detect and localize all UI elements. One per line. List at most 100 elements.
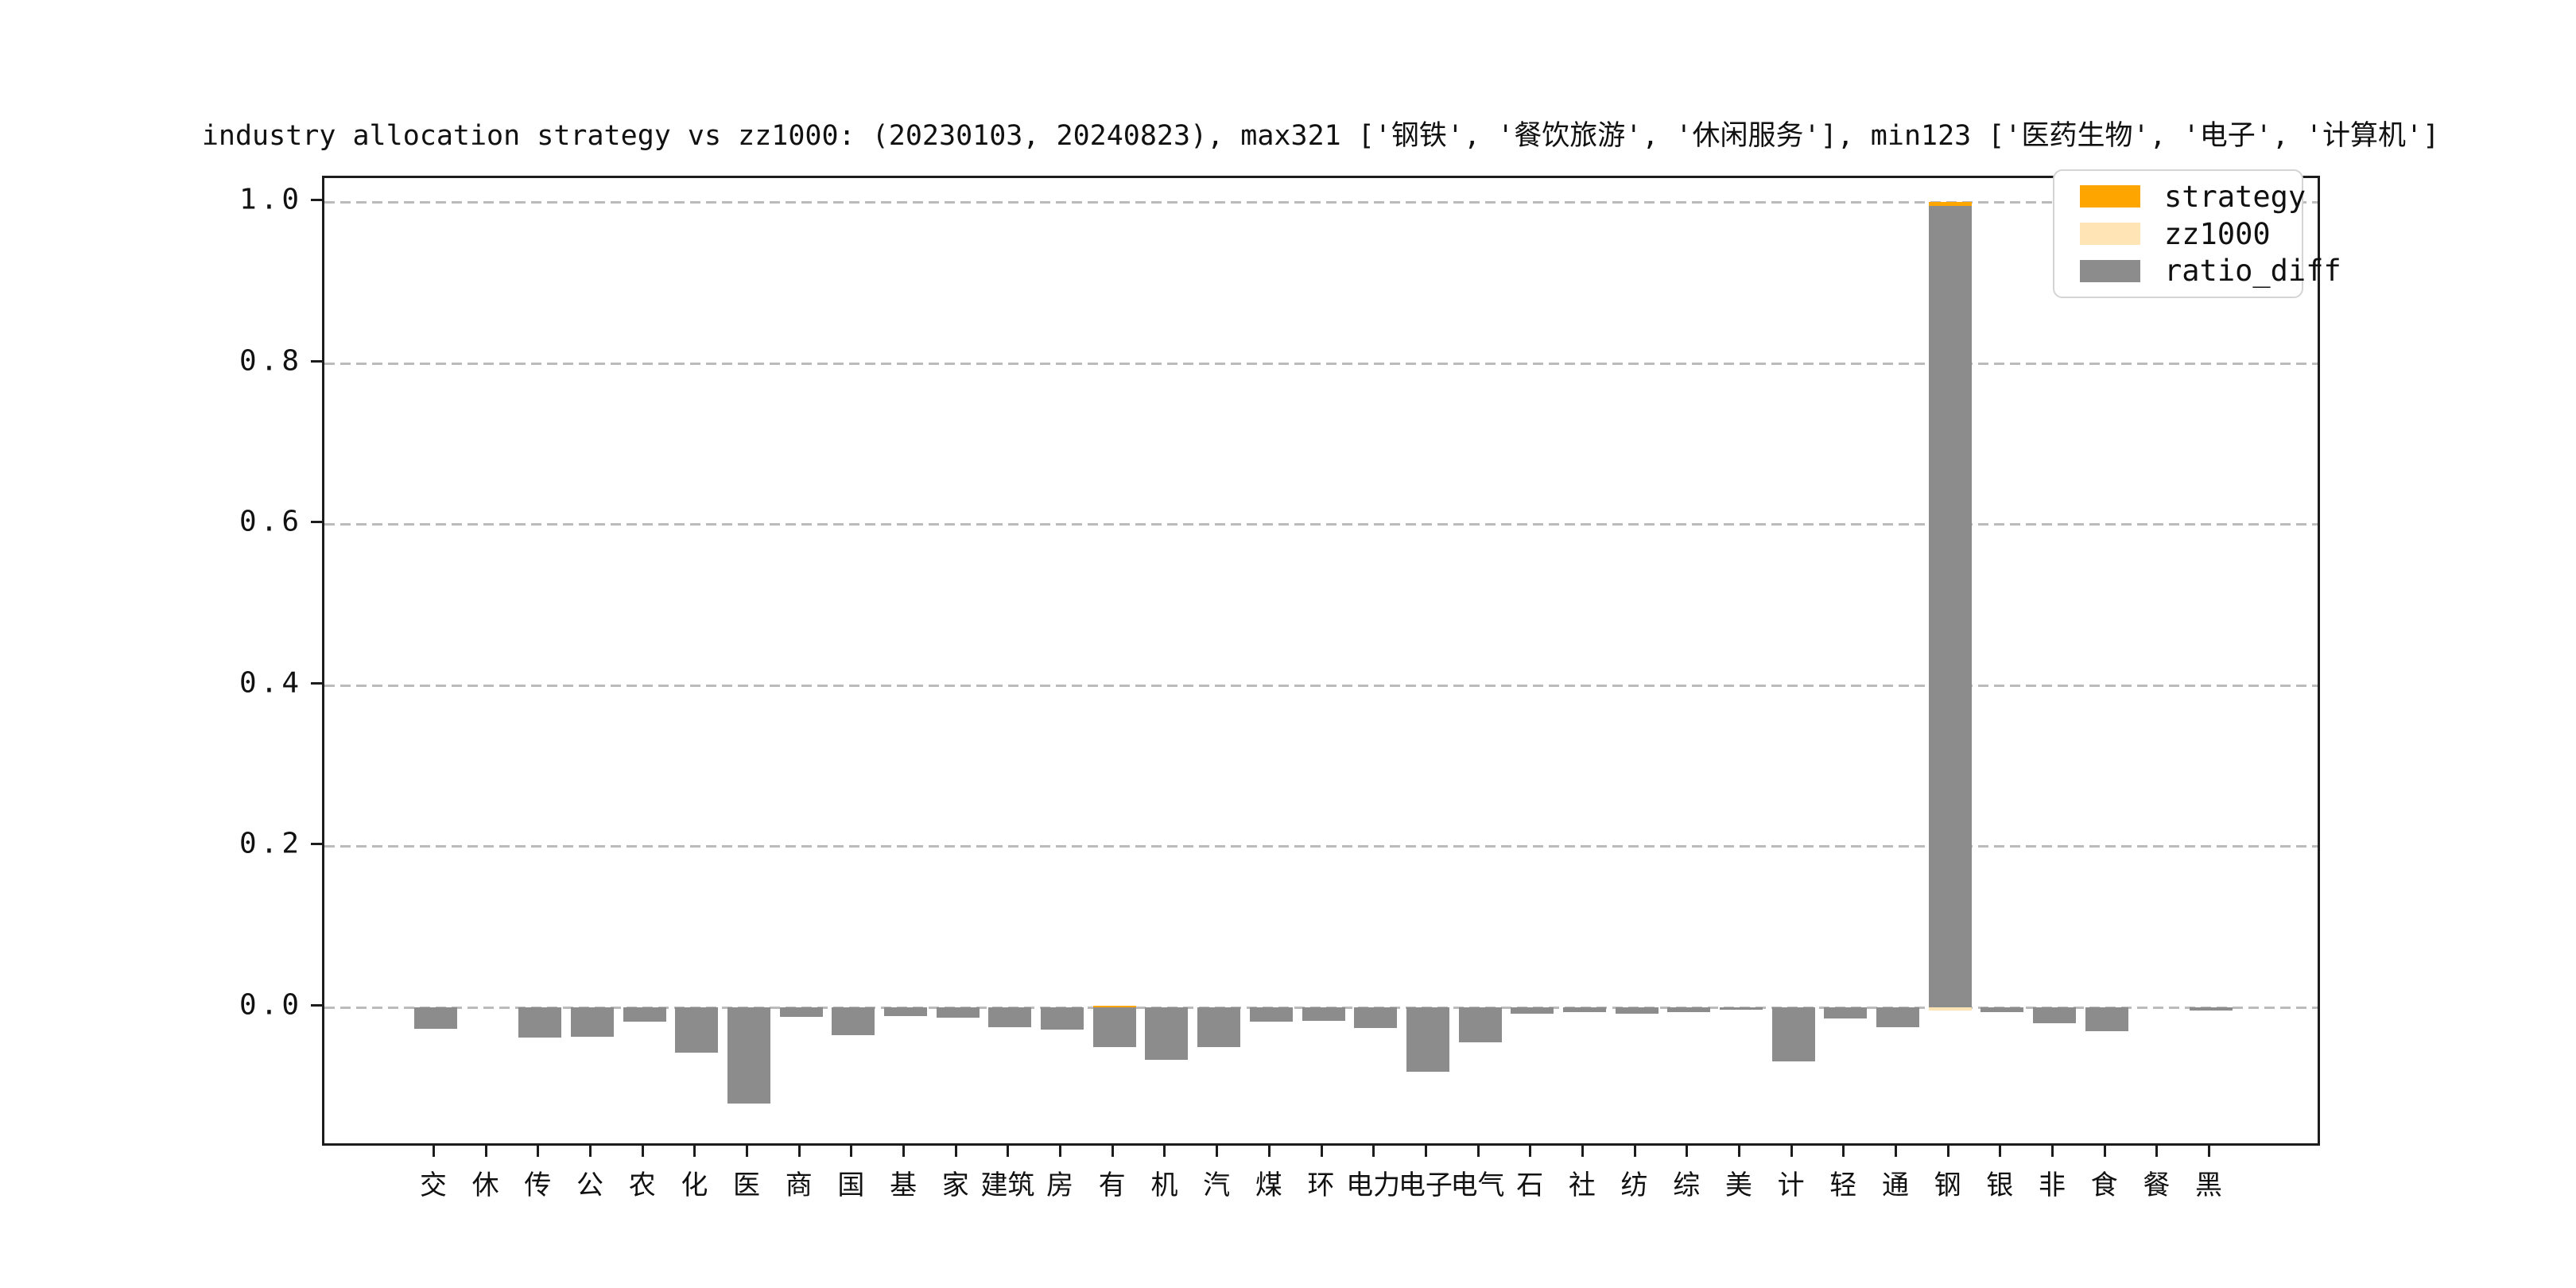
y-tick-label: 0.2 <box>239 827 303 860</box>
y-tick-label: 0.0 <box>239 988 303 1022</box>
bar-ratio_diff <box>1092 1007 1136 1048</box>
x-tick-mark <box>797 1146 801 1157</box>
x-tick-label: 医 <box>733 1170 761 1201</box>
y-tick-label: 0.8 <box>239 344 303 378</box>
x-tick-mark <box>537 1146 540 1157</box>
x-tick-mark <box>1424 1146 1427 1157</box>
zz1000-swatch <box>2080 223 2140 245</box>
bar-ratio_diff <box>1197 1007 1241 1048</box>
legend-item-ratio-diff: ratio_diff <box>2054 256 2341 285</box>
plot-area <box>322 176 2320 1146</box>
x-tick-mark <box>693 1146 696 1157</box>
x-tick-mark <box>1372 1146 1375 1157</box>
bar-strategy <box>1092 1005 1136 1007</box>
bar-zz1000 <box>1928 1007 1972 1011</box>
x-tick-label: 煤 <box>1255 1170 1282 1201</box>
bar-ratio_diff <box>1980 1007 2024 1012</box>
x-tick-mark <box>2155 1146 2159 1157</box>
x-tick-mark <box>1267 1146 1271 1157</box>
x-tick-label: 有 <box>1098 1170 1126 1201</box>
x-tick-label: 建筑 <box>980 1170 1035 1201</box>
x-tick-label: 化 <box>681 1170 708 1201</box>
x-tick-mark <box>1946 1146 1949 1157</box>
ratio-diff-swatch <box>2080 259 2140 282</box>
x-tick-label: 电力 <box>1346 1170 1401 1201</box>
y-tick-label: 1.0 <box>239 183 303 216</box>
legend: strategy zz1000 ratio_diff <box>2053 169 2341 298</box>
x-tick-label: 综 <box>1673 1170 1701 1201</box>
bar-ratio_diff <box>1771 1007 1815 1061</box>
x-tick-label: 基 <box>890 1170 918 1201</box>
gridline <box>324 845 2318 848</box>
x-tick-mark <box>1216 1146 1219 1157</box>
x-tick-label: 商 <box>785 1170 813 1201</box>
bar-ratio_diff <box>727 1007 771 1104</box>
bar-ratio_diff <box>571 1007 615 1038</box>
x-tick-mark <box>1737 1146 1740 1157</box>
bar-ratio_diff <box>1354 1007 1398 1029</box>
x-tick-mark <box>433 1146 435 1157</box>
x-tick-label: 汽 <box>1203 1170 1231 1201</box>
x-tick-label: 纺 <box>1620 1170 1648 1201</box>
bar-ratio_diff <box>1406 1007 1449 1072</box>
bar-ratio_diff <box>884 1007 928 1016</box>
x-tick-label: 社 <box>1568 1170 1596 1201</box>
y-tick-mark <box>311 521 322 524</box>
x-tick-label: 黑 <box>2195 1170 2222 1201</box>
strategy-swatch <box>2080 185 2140 208</box>
x-tick-label: 农 <box>628 1170 656 1201</box>
y-tick-mark <box>311 199 322 202</box>
bar-ratio_diff <box>1041 1007 1084 1030</box>
x-tick-mark <box>1059 1146 1062 1157</box>
x-tick-mark <box>1999 1146 2002 1157</box>
bar-ratio_diff <box>832 1007 875 1036</box>
x-tick-label: 环 <box>1307 1170 1335 1201</box>
x-tick-mark <box>2208 1146 2210 1157</box>
x-tick-mark <box>902 1146 906 1157</box>
bar-ratio_diff <box>2085 1007 2128 1032</box>
y-tick-mark <box>311 1003 322 1007</box>
chart-title: industry allocation strategy vs zz1000: … <box>201 120 2440 152</box>
legend-label: strategy <box>2164 179 2306 214</box>
bar-ratio_diff <box>1615 1007 1658 1014</box>
bar-ratio_diff <box>623 1007 666 1022</box>
x-tick-mark <box>484 1146 487 1157</box>
x-tick-label: 房 <box>1046 1170 1074 1201</box>
legend-label: ratio_diff <box>2164 254 2341 289</box>
x-tick-mark <box>1633 1146 1636 1157</box>
x-tick-mark <box>1476 1146 1480 1157</box>
legend-item-zz1000: zz1000 <box>2054 219 2302 249</box>
x-tick-mark <box>1842 1146 1845 1157</box>
y-tick-mark <box>311 359 322 363</box>
x-tick-label: 家 <box>941 1170 969 1201</box>
y-tick-mark <box>311 843 322 846</box>
legend-label: zz1000 <box>2164 216 2271 251</box>
gridline <box>324 201 2318 204</box>
bar-ratio_diff <box>675 1007 719 1053</box>
y-tick-label: 0.4 <box>239 666 303 700</box>
x-tick-label: 钢 <box>1934 1170 1961 1201</box>
bar-ratio_diff <box>414 1007 457 1030</box>
bar-ratio_diff <box>1145 1007 1189 1060</box>
bar-ratio_diff <box>936 1007 980 1018</box>
x-tick-mark <box>589 1146 592 1157</box>
x-tick-label: 国 <box>837 1170 865 1201</box>
bar-ratio_diff <box>1458 1007 1502 1043</box>
x-tick-label: 休 <box>471 1170 499 1201</box>
x-tick-mark <box>1163 1146 1166 1157</box>
bar-ratio_diff <box>1876 1007 1919 1028</box>
x-tick-label: 餐 <box>2143 1170 2171 1201</box>
x-tick-label: 银 <box>1986 1170 2014 1201</box>
x-tick-mark <box>1790 1146 1793 1157</box>
bar-ratio_diff <box>1719 1007 1763 1010</box>
gridline <box>324 362 2318 365</box>
x-tick-mark <box>850 1146 853 1157</box>
x-tick-label: 石 <box>1516 1170 1544 1201</box>
gridline <box>324 684 2318 687</box>
legend-item-strategy: strategy <box>2054 182 2306 211</box>
gridline <box>324 523 2318 526</box>
x-tick-mark <box>954 1146 957 1157</box>
x-tick-mark <box>1111 1146 1114 1157</box>
x-tick-mark <box>1894 1146 1897 1157</box>
x-tick-mark <box>1529 1146 1532 1157</box>
